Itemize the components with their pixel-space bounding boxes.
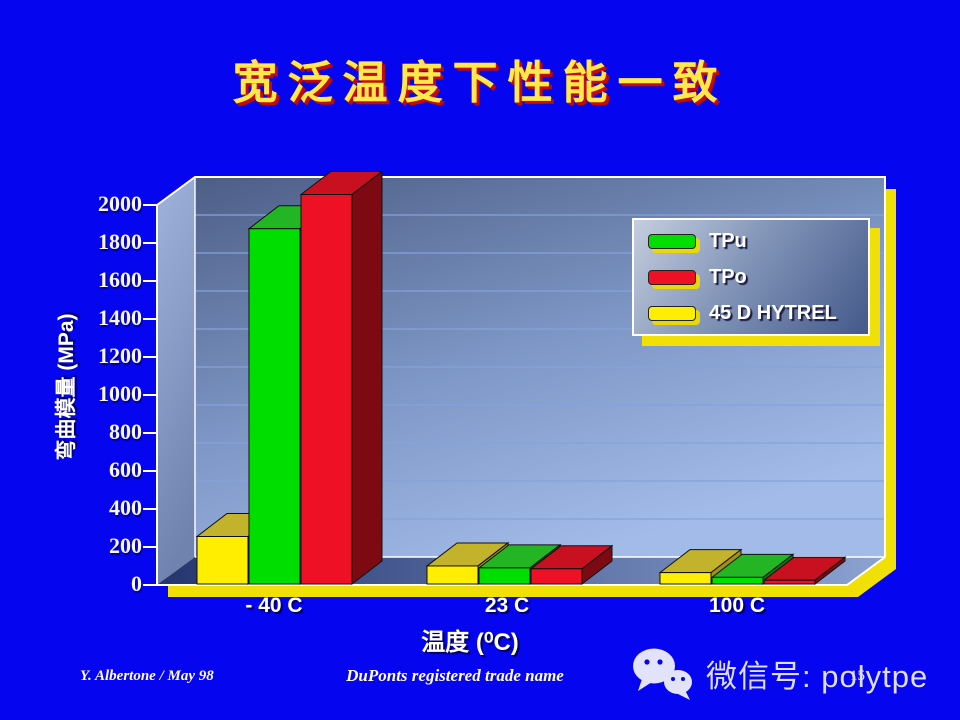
legend-item: 45 D HYTREL	[648, 298, 868, 328]
legend-swatch	[648, 233, 696, 249]
y-tick-label: 0	[131, 571, 142, 596]
x-category-label: - 40 C	[245, 594, 303, 617]
page-number: 15	[850, 668, 865, 684]
bar-TPo-2	[762, 556, 847, 586]
y-axis-ticks	[143, 204, 157, 586]
y-tick-label: 400	[109, 495, 142, 520]
x-category-label: 100 C	[708, 594, 766, 617]
wechat-icon	[633, 648, 692, 700]
y-tick-label: 600	[109, 457, 142, 482]
bar-TPo-1	[529, 544, 614, 586]
side-wall	[157, 177, 195, 585]
y-tick-label: 2000	[98, 191, 142, 216]
legend-label: TPu	[709, 229, 747, 252]
legend-label: TPo	[709, 265, 747, 288]
legend-label: 45 D HYTREL	[709, 301, 837, 324]
legend-swatch	[648, 269, 696, 285]
x-axis-title: 温度 (⁰C)	[421, 629, 519, 656]
x-category-label: 23 C	[484, 594, 530, 617]
legend-swatch	[648, 305, 696, 321]
y-axis-title: 弯曲模量 (MPa)	[55, 313, 78, 461]
y-tick-label: 200	[109, 533, 142, 558]
slide-title: 宽泛温度下性能一致	[232, 57, 728, 108]
y-tick-label: 1600	[98, 267, 142, 292]
chart-legend: TPu TPo 45 D HYTREL	[632, 218, 870, 336]
y-tick-label: 1000	[98, 381, 142, 406]
y-tick-label: 1400	[98, 305, 142, 330]
legend-item: TPo	[648, 262, 868, 292]
footer-author: Y. Albertone / May 98	[80, 668, 214, 684]
footer-trademark-note: DuPonts registered trade name	[346, 666, 564, 685]
y-tick-label: 1200	[98, 343, 142, 368]
bars-layer	[195, 170, 847, 586]
bar-TPo-0	[299, 170, 384, 586]
wechat-watermark: 微信号: polytpe	[628, 642, 928, 704]
y-tick-label: 1800	[98, 229, 142, 254]
y-tick-label: 800	[109, 419, 142, 444]
watermark-text: 微信号: polytpe	[706, 658, 929, 694]
legend-item: TPu	[648, 226, 868, 256]
